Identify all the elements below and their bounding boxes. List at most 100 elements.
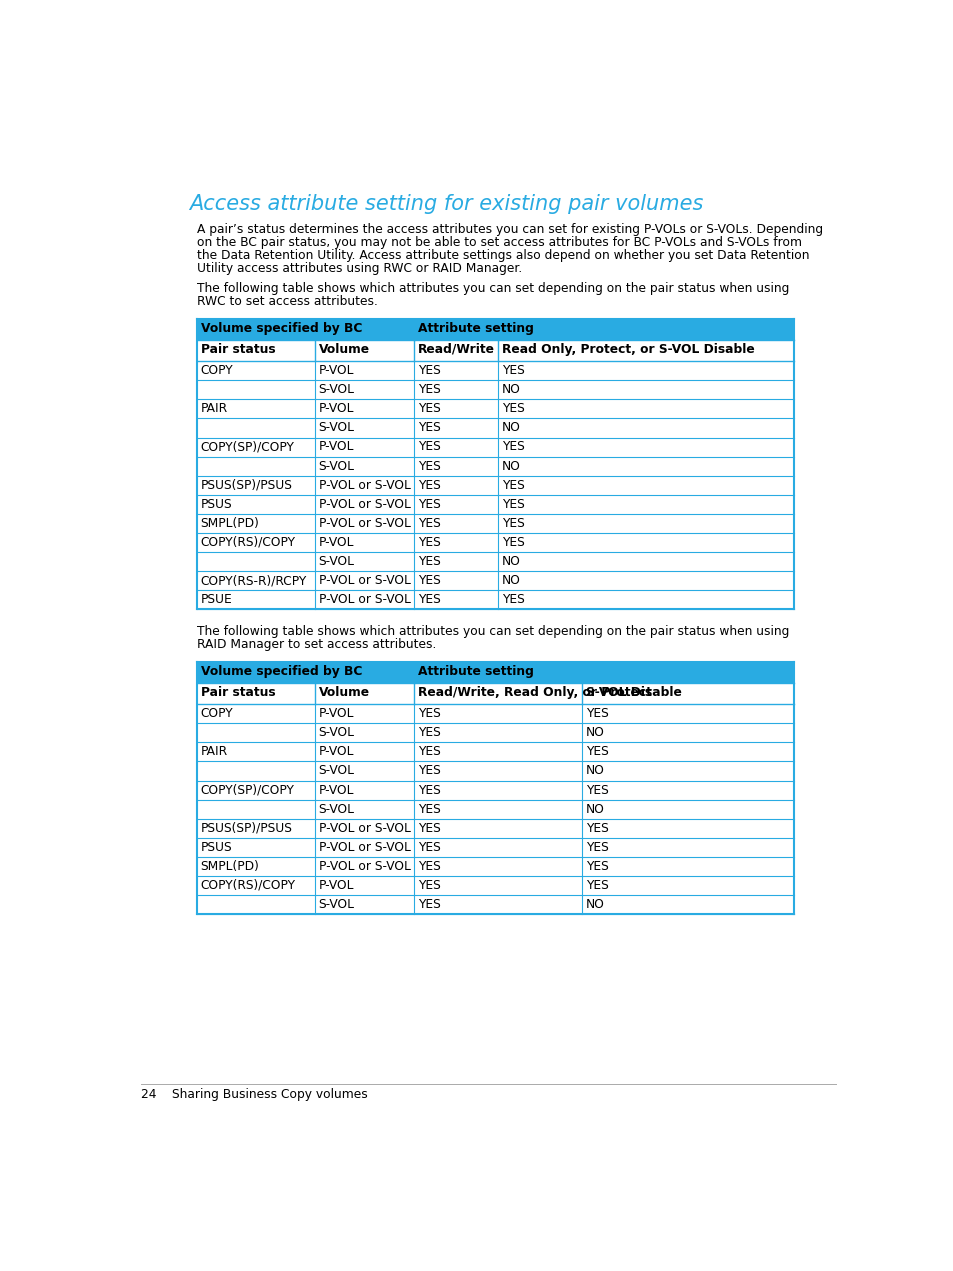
Text: YES: YES — [417, 365, 440, 377]
Text: YES: YES — [417, 783, 440, 797]
Bar — [196, 361, 793, 380]
Text: NO: NO — [585, 726, 604, 740]
Text: Pair status: Pair status — [200, 343, 274, 356]
Text: YES: YES — [417, 536, 440, 549]
Text: YES: YES — [417, 841, 440, 854]
Bar — [196, 513, 793, 533]
Text: YES: YES — [417, 460, 440, 473]
Text: Read/Write: Read/Write — [417, 343, 495, 356]
Bar — [196, 533, 793, 552]
Bar — [196, 819, 793, 838]
Bar — [196, 683, 793, 704]
Text: COPY(SP)/COPY: COPY(SP)/COPY — [200, 783, 294, 797]
Text: P-VOL or S-VOL: P-VOL or S-VOL — [318, 841, 410, 854]
Text: Volume: Volume — [318, 343, 370, 356]
Text: YES: YES — [417, 821, 440, 835]
Bar — [196, 742, 793, 761]
Text: YES: YES — [417, 802, 440, 816]
Text: NO: NO — [585, 802, 604, 816]
Text: PAIR: PAIR — [200, 403, 228, 416]
Text: NO: NO — [501, 422, 520, 435]
Text: YES: YES — [585, 821, 608, 835]
Text: YES: YES — [501, 403, 524, 416]
Text: PAIR: PAIR — [200, 745, 228, 759]
Text: YES: YES — [417, 479, 440, 492]
Text: Access attribute setting for existing pair volumes: Access attribute setting for existing pa… — [190, 193, 703, 214]
Text: YES: YES — [417, 707, 440, 721]
Text: P-VOL: P-VOL — [318, 365, 354, 377]
Bar — [196, 339, 793, 361]
Text: NO: NO — [501, 460, 520, 473]
Bar — [196, 799, 793, 819]
Text: YES: YES — [501, 365, 524, 377]
Text: YES: YES — [417, 860, 440, 873]
Text: P-VOL or S-VOL: P-VOL or S-VOL — [318, 594, 410, 606]
Bar — [196, 418, 793, 437]
Text: P-VOL or S-VOL: P-VOL or S-VOL — [318, 860, 410, 873]
Text: P-VOL or S-VOL: P-VOL or S-VOL — [318, 574, 410, 587]
Text: YES: YES — [417, 574, 440, 587]
Bar — [196, 590, 793, 609]
Text: SMPL(PD): SMPL(PD) — [200, 860, 259, 873]
Text: YES: YES — [501, 517, 524, 530]
Text: NO: NO — [501, 555, 520, 568]
Text: SMPL(PD): SMPL(PD) — [200, 517, 259, 530]
Text: PSUS: PSUS — [200, 498, 232, 511]
Bar — [196, 552, 793, 571]
Bar — [196, 838, 793, 857]
Text: Read/Write, Read Only, or Protect: Read/Write, Read Only, or Protect — [417, 685, 651, 699]
Text: S-VOL Disable: S-VOL Disable — [585, 685, 681, 699]
Text: YES: YES — [417, 880, 440, 892]
Text: PSUS: PSUS — [200, 841, 232, 854]
Text: YES: YES — [585, 745, 608, 759]
Bar — [196, 380, 793, 399]
Text: P-VOL or S-VOL: P-VOL or S-VOL — [318, 821, 410, 835]
Bar — [196, 437, 793, 456]
Text: S-VOL: S-VOL — [318, 460, 355, 473]
Text: the Data Retention Utility. Access attribute settings also depend on whether you: the Data Retention Utility. Access attri… — [196, 249, 808, 262]
Text: COPY(RS-R)/RCPY: COPY(RS-R)/RCPY — [200, 574, 307, 587]
Text: YES: YES — [585, 860, 608, 873]
Bar — [196, 319, 793, 339]
Text: S-VOL: S-VOL — [318, 802, 355, 816]
Bar — [196, 857, 793, 876]
Text: Volume specified by BC: Volume specified by BC — [200, 665, 361, 679]
Text: YES: YES — [501, 441, 524, 454]
Text: COPY(RS)/COPY: COPY(RS)/COPY — [200, 880, 295, 892]
Text: P-VOL or S-VOL: P-VOL or S-VOL — [318, 498, 410, 511]
Text: NO: NO — [501, 384, 520, 397]
Text: PSUS(SP)/PSUS: PSUS(SP)/PSUS — [200, 479, 293, 492]
Bar — [196, 780, 793, 799]
Text: NO: NO — [585, 764, 604, 778]
Text: on the BC pair status, you may not be able to set access attributes for BC P-VOL: on the BC pair status, you may not be ab… — [196, 236, 801, 249]
Text: YES: YES — [417, 764, 440, 778]
Text: PSUE: PSUE — [200, 594, 233, 606]
Text: YES: YES — [417, 726, 440, 740]
Bar — [196, 876, 793, 895]
Text: YES: YES — [417, 498, 440, 511]
Text: P-VOL: P-VOL — [318, 880, 354, 892]
Text: P-VOL: P-VOL — [318, 783, 354, 797]
Text: S-VOL: S-VOL — [318, 422, 355, 435]
Text: RWC to set access attributes.: RWC to set access attributes. — [196, 295, 377, 309]
Text: Attribute setting: Attribute setting — [417, 322, 533, 336]
Text: S-VOL: S-VOL — [318, 384, 355, 397]
Text: YES: YES — [585, 783, 608, 797]
Text: P-VOL: P-VOL — [318, 707, 354, 721]
Text: YES: YES — [417, 422, 440, 435]
Text: P-VOL or S-VOL: P-VOL or S-VOL — [318, 479, 410, 492]
Text: YES: YES — [417, 441, 440, 454]
Text: Pair status: Pair status — [200, 685, 274, 699]
Bar — [196, 662, 793, 683]
Text: The following table shows which attributes you can set depending on the pair sta: The following table shows which attribut… — [196, 282, 788, 295]
Text: A pair’s status determines the access attributes you can set for existing P-VOLs: A pair’s status determines the access at… — [196, 222, 822, 235]
Text: YES: YES — [417, 517, 440, 530]
Text: YES: YES — [417, 745, 440, 759]
Text: YES: YES — [585, 707, 608, 721]
Text: S-VOL: S-VOL — [318, 726, 355, 740]
Text: NO: NO — [585, 899, 604, 911]
Text: S-VOL: S-VOL — [318, 555, 355, 568]
Text: P-VOL: P-VOL — [318, 745, 354, 759]
Bar — [196, 399, 793, 418]
Text: YES: YES — [501, 479, 524, 492]
